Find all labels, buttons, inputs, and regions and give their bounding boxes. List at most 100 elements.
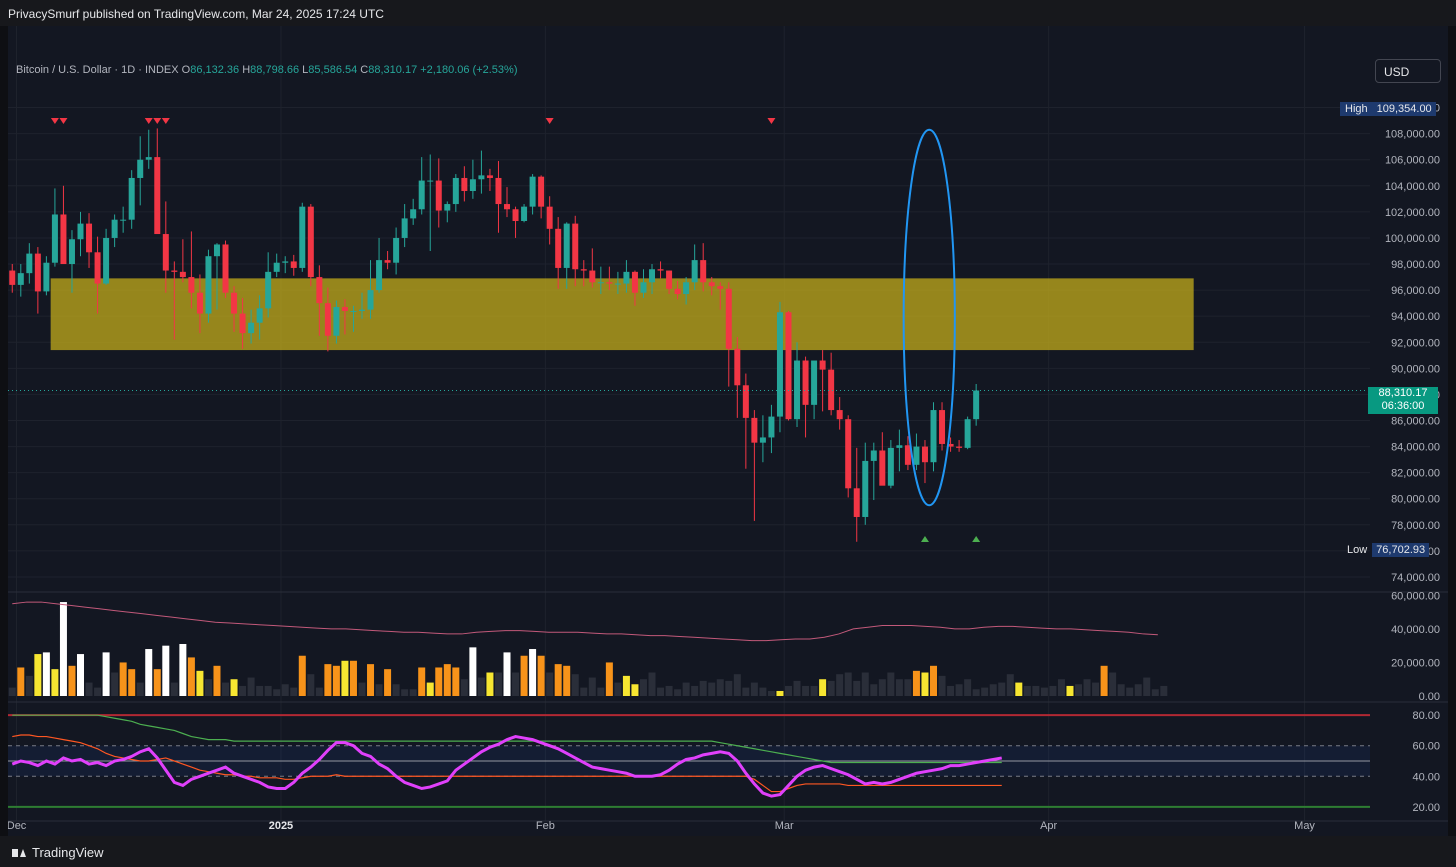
last-price-value: 88,310.17	[1378, 387, 1428, 399]
chart-canvas[interactable]: 110,000.00108,000.00106,000.00104,000.00…	[8, 26, 1448, 836]
candle-body	[94, 252, 101, 284]
candle-body	[316, 277, 323, 304]
candle-body	[265, 271, 272, 309]
high-tag-value: 109,354.00	[1372, 102, 1436, 116]
price-tick-label: 98,000.00	[1391, 259, 1440, 271]
symbol-legend: Bitcoin / U.S. Dollar · 1D · INDEX O86,1…	[16, 64, 518, 76]
candle-body	[103, 237, 110, 284]
candle-body	[9, 270, 16, 285]
candle-body	[154, 157, 161, 235]
volume-bar	[742, 687, 750, 696]
volume-bar	[648, 672, 656, 696]
chart-frame[interactable]: 110,000.00108,000.00106,000.00104,000.00…	[8, 26, 1448, 836]
symbol-name: Bitcoin / U.S. Dollar · 1D · INDEX	[16, 64, 179, 76]
volume-bar	[230, 679, 238, 696]
sell-marker	[153, 118, 162, 124]
volume-tick-label: 40,000.00	[1391, 624, 1440, 636]
candle-body	[478, 175, 485, 180]
footer-bar	[0, 836, 1456, 867]
volume-bar	[912, 670, 920, 696]
candle-body	[887, 447, 894, 486]
high-value: 88,798.66	[250, 64, 300, 76]
candle-body	[640, 282, 647, 293]
volume-bar	[273, 689, 281, 696]
candle-body	[657, 269, 664, 271]
volume-bar	[512, 672, 520, 696]
price-tick-label: 78,000.00	[1391, 520, 1440, 532]
candle-body	[111, 219, 118, 238]
volume-bar	[367, 664, 375, 696]
volume-bar	[588, 677, 596, 696]
candle-body	[512, 209, 519, 221]
volume-bar	[477, 677, 485, 696]
tradingview-logo-icon	[12, 848, 26, 858]
candle-body	[785, 312, 792, 420]
volume-bar	[802, 685, 810, 696]
volume-bar	[59, 602, 67, 696]
volume-bar	[25, 675, 33, 696]
rsi-ma-line	[12, 734, 1002, 793]
rsi-tick-label: 40.00	[1412, 771, 1440, 783]
volume-bar	[895, 679, 903, 696]
candle-body	[606, 282, 613, 284]
rsi-tick-label: 20.00	[1412, 802, 1440, 814]
volume-bar	[1015, 682, 1023, 696]
volume-bar	[1126, 687, 1134, 696]
volume-bar	[767, 690, 775, 696]
candle-body	[973, 390, 980, 420]
candle-body	[845, 419, 852, 489]
volume-bar	[77, 654, 85, 696]
candle-body	[614, 283, 621, 285]
time-tick-label: Apr	[1040, 820, 1057, 832]
volume-bar	[750, 682, 758, 696]
candle-body	[930, 410, 937, 463]
candle-body	[529, 176, 536, 207]
candle-body	[273, 262, 280, 272]
volume-bar	[332, 665, 340, 696]
volume-bar	[904, 679, 912, 696]
volume-bar	[426, 682, 434, 696]
volume-bar	[1023, 685, 1031, 696]
candle-body	[60, 214, 67, 265]
candle-body	[742, 385, 749, 418]
candle-body	[819, 360, 826, 370]
tradingview-brand[interactable]: TradingView	[12, 845, 104, 860]
volume-bar	[1117, 684, 1125, 696]
volume-bar	[691, 685, 699, 696]
time-tick-label: Feb	[536, 820, 555, 832]
volume-bar	[784, 685, 792, 696]
candle-body	[538, 176, 545, 207]
volume-bar	[861, 672, 869, 696]
candle-body	[26, 253, 33, 274]
volume-bar	[1143, 677, 1151, 696]
candle-body	[708, 282, 715, 287]
candle-body	[68, 239, 75, 265]
price-tick-label: 82,000.00	[1391, 468, 1440, 480]
volume-bar	[597, 687, 605, 696]
volume-bar	[1100, 665, 1108, 696]
sell-marker	[144, 118, 153, 124]
candle-body	[128, 177, 135, 220]
candle-body	[120, 219, 127, 221]
volume-bar	[1083, 679, 1091, 696]
volume-bar	[1160, 685, 1168, 696]
publish-bar: PrivacySmurf published on TradingView.co…	[0, 0, 1456, 26]
candle-body	[631, 271, 638, 293]
volume-bar	[17, 667, 25, 696]
volume-bar	[102, 652, 110, 696]
candle-body	[939, 410, 946, 444]
candle-body	[162, 234, 169, 271]
rsi-tick-label: 80.00	[1412, 710, 1440, 722]
volume-bar	[870, 684, 878, 696]
volume-bar	[51, 669, 59, 696]
volume-bar	[887, 672, 895, 696]
candle-body	[86, 223, 93, 253]
currency-button[interactable]: USD	[1375, 59, 1441, 83]
volume-bar	[315, 687, 323, 696]
volume-bar	[358, 682, 366, 696]
rsi-line	[11, 735, 1003, 798]
volume-tick-label: 60,000.00	[1391, 590, 1440, 602]
candle-body	[307, 206, 314, 278]
publisher-text: PrivacySmurf published on TradingView.co…	[8, 7, 384, 21]
volume-bar	[486, 672, 494, 696]
